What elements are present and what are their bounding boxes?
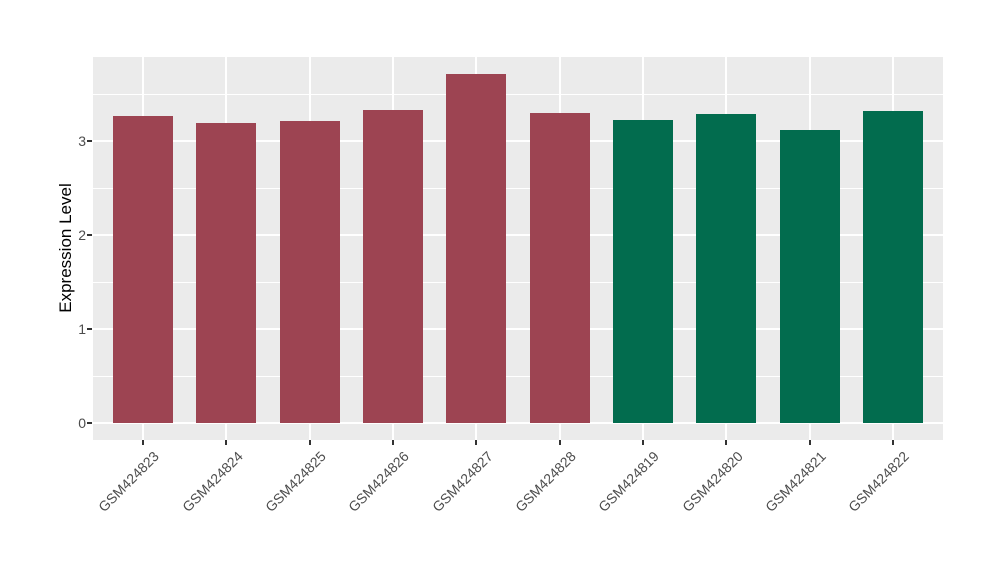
gridline-major-horizontal (93, 422, 943, 424)
plot-panel (93, 57, 943, 440)
y-tick-label: 0 (78, 415, 86, 431)
bar (613, 119, 673, 423)
x-tick-label: GSM424827 (428, 448, 496, 515)
y-tick-mark (87, 328, 92, 331)
bar (779, 130, 840, 423)
y-axis-title: Expression Level (56, 183, 75, 313)
x-tick-mark (142, 440, 144, 445)
x-tick-label: GSM424819 (595, 448, 663, 515)
y-tick-mark (87, 422, 92, 424)
gridline-minor-horizontal (93, 94, 943, 96)
bar (696, 114, 757, 423)
x-tick-mark (642, 440, 644, 445)
bar (446, 73, 507, 423)
gridline-minor-horizontal (93, 188, 943, 190)
gridline-minor-horizontal (93, 376, 943, 378)
y-tick-label: 3 (78, 133, 86, 150)
x-tick-label: GSM424821 (762, 448, 829, 515)
bar (196, 123, 257, 423)
x-tick-label: GSM424823 (95, 448, 163, 515)
gridline-major-horizontal (93, 140, 943, 143)
x-tick-mark (808, 440, 811, 445)
x-tick-mark (475, 440, 478, 445)
y-tick-mark (87, 234, 92, 237)
x-tick-label: GSM424822 (845, 448, 913, 515)
x-tick-mark (225, 440, 228, 445)
bar (363, 110, 423, 423)
x-tick-label: GSM424828 (512, 448, 579, 515)
x-tick-mark (892, 440, 894, 445)
bar (279, 120, 340, 423)
gridline-minor-horizontal (93, 282, 943, 284)
bar (529, 113, 590, 423)
x-tick-mark (558, 440, 561, 445)
y-tick-label: 1 (78, 321, 86, 338)
y-tick-label: 2 (78, 227, 86, 244)
gridline-major-horizontal (93, 234, 943, 237)
x-tick-mark (725, 440, 728, 445)
gridline-major-horizontal (93, 328, 943, 331)
bar (863, 111, 923, 423)
bar (113, 115, 173, 423)
x-tick-label: GSM424820 (678, 448, 746, 515)
y-tick-mark (87, 140, 92, 143)
x-tick-label: GSM424825 (262, 448, 329, 515)
x-tick-label: GSM424824 (178, 448, 246, 515)
x-tick-mark (308, 440, 311, 445)
x-tick-label: GSM424826 (345, 448, 413, 515)
x-tick-mark (392, 440, 394, 445)
